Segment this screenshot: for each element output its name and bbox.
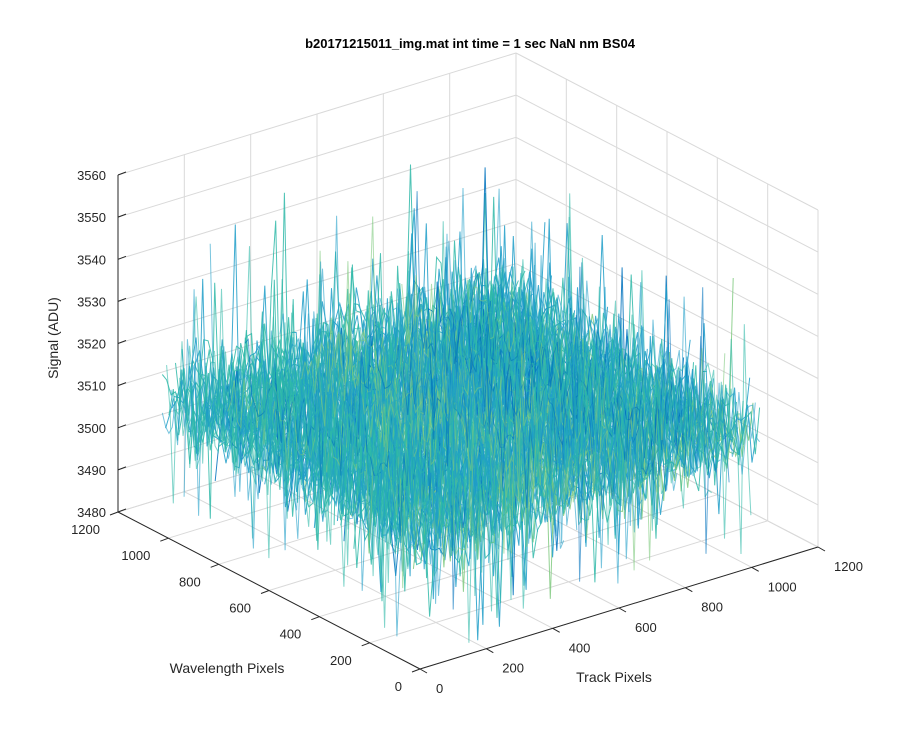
y-tick	[311, 616, 320, 621]
z-axis-label: Signal (ADU)	[45, 297, 61, 379]
y-tick-label: 0	[395, 679, 402, 694]
surface-column	[331, 282, 591, 554]
y-axis-label: Wavelength Pixels	[170, 660, 285, 676]
grid-line	[515, 52, 819, 211]
x-tick	[552, 627, 560, 633]
z-tick	[117, 382, 127, 387]
x-tick	[486, 648, 494, 654]
y-tick	[210, 563, 219, 568]
surface-column	[205, 358, 464, 565]
x-tick-label: 800	[701, 600, 723, 615]
y-tick-label: 200	[330, 653, 352, 668]
z-tick-label: 3530	[77, 294, 106, 309]
y-tick	[361, 642, 370, 647]
z-tick-label: 3480	[77, 505, 106, 520]
z-tick-label: 3520	[77, 337, 106, 352]
x-tick-label: 600	[635, 620, 657, 635]
surface-column	[418, 240, 678, 491]
grid-line	[117, 178, 517, 302]
y-tick	[160, 537, 169, 542]
y-tick-label: 600	[229, 601, 251, 616]
x-tick	[419, 668, 428, 674]
x-tick-label: 1000	[768, 579, 797, 594]
chart-title: b20171215011_img.mat int time = 1 sec Na…	[305, 36, 636, 51]
z-tick	[117, 508, 127, 513]
x-tick	[685, 587, 693, 593]
z-tick-label: 3540	[77, 252, 106, 267]
z-tick-label: 3490	[77, 463, 106, 478]
z-tick-label: 3550	[77, 210, 106, 225]
grid-line	[117, 94, 517, 218]
y-tick-label: 800	[179, 574, 201, 589]
tick-labels: 0 200 400 600 800 1000 1200 0 200 400 600 800 1000 12…	[71, 168, 863, 696]
grid-line	[117, 221, 517, 344]
grid-line	[117, 52, 517, 176]
y-tick	[411, 668, 421, 673]
z-tick	[117, 171, 127, 176]
grid-line	[369, 520, 768, 644]
grid-line	[515, 178, 819, 337]
x-tick	[618, 607, 627, 613]
surface-column	[436, 187, 695, 536]
surface-column	[440, 293, 700, 485]
z-tick	[117, 340, 127, 344]
z-tick	[117, 424, 127, 429]
surface-plot	[161, 164, 761, 643]
x-axis-label: Track Pixels	[576, 669, 652, 685]
surface-column	[475, 283, 734, 507]
z-tick-label: 3560	[77, 168, 106, 183]
y-tick-label: 1200	[71, 522, 100, 537]
x-tick-label: 400	[569, 640, 591, 655]
surface-column	[244, 338, 504, 610]
z-tick-label: 3510	[77, 379, 106, 394]
grid-line	[515, 94, 819, 253]
z-tick	[117, 297, 127, 302]
z-tick-label: 3500	[77, 421, 106, 436]
surface-column	[466, 279, 726, 470]
x-tick-label: 200	[502, 661, 524, 676]
x-tick-label: 0	[436, 681, 443, 696]
x-tick-label: 1200	[834, 559, 863, 574]
grid-line	[515, 136, 819, 295]
surface-column	[353, 320, 613, 498]
surface-column	[497, 258, 756, 475]
y-tick	[260, 590, 270, 594]
y-tick-label: 1000	[121, 548, 150, 563]
y-tick	[109, 511, 119, 516]
x-tick	[751, 566, 759, 572]
y-tick-label: 400	[280, 627, 302, 642]
grid-line	[117, 136, 517, 260]
z-tick	[117, 213, 127, 218]
z-tick	[117, 466, 127, 471]
surface-column	[501, 221, 760, 454]
x-tick	[817, 546, 826, 552]
z-tick	[117, 255, 127, 260]
